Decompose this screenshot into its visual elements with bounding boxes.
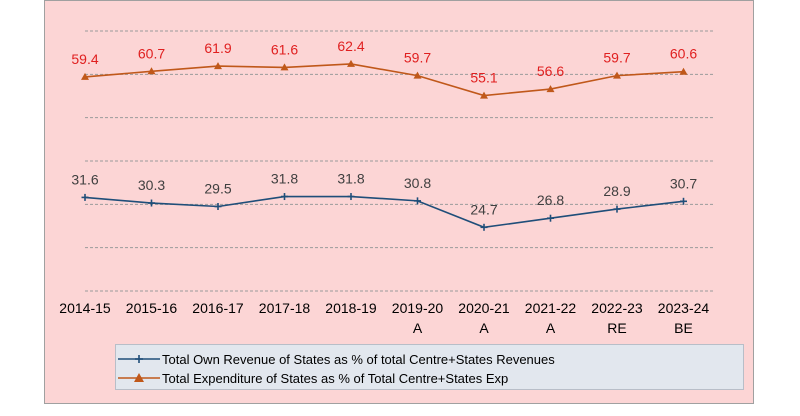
data-point bbox=[679, 67, 688, 75]
x-tick-label: 2017-18 bbox=[259, 300, 311, 316]
data-label: 60.6 bbox=[670, 46, 697, 62]
x-tick-line: 2021-22 bbox=[525, 300, 577, 316]
x-tick-line: 2019-20 bbox=[392, 300, 444, 316]
data-point bbox=[214, 203, 222, 210]
x-tick-label: 2015-16 bbox=[126, 300, 178, 316]
x-tick-line: A bbox=[413, 320, 423, 336]
data-labels: 31.6 30.3 29.5 31.8 31.8 30.8 24.7 26.8 28.9 30.7… bbox=[71, 38, 697, 217]
x-tick-line: 2017-18 bbox=[259, 300, 311, 316]
data-label: 26.8 bbox=[537, 192, 564, 208]
legend-item-revenue: Total Own Revenue of States as % of tota… bbox=[162, 349, 555, 369]
data-point bbox=[480, 223, 488, 231]
data-label: 31.6 bbox=[71, 171, 98, 187]
x-tick-label: 2021-22 A bbox=[525, 300, 577, 336]
x-tick-label: 2014-15 bbox=[59, 300, 111, 316]
x-tick-line: RE bbox=[607, 320, 626, 336]
x-axis-ticks: 2014-15 2015-16 2016-17 2017-18 2018-19 2019-… bbox=[59, 300, 709, 336]
data-label: 30.8 bbox=[404, 175, 431, 191]
data-label: 61.6 bbox=[271, 41, 298, 57]
x-tick-line: BE bbox=[674, 320, 693, 336]
x-tick-label: 2023-24 BE bbox=[658, 300, 710, 336]
x-tick-line: 2020-21 bbox=[458, 300, 510, 316]
x-tick-line: 2014-15 bbox=[59, 300, 111, 316]
data-point bbox=[280, 63, 289, 71]
x-tick-label: 2018-19 bbox=[325, 300, 377, 316]
data-label: 59.4 bbox=[71, 51, 98, 67]
data-label: 24.7 bbox=[470, 201, 497, 217]
series-line-0 bbox=[84, 195, 684, 229]
data-label: 29.5 bbox=[204, 181, 231, 197]
data-point bbox=[414, 197, 421, 205]
data-label: 62.4 bbox=[337, 38, 364, 54]
chart-frame: 31.6 30.3 29.5 31.8 31.8 30.8 24.7 26.8 28.9 30.7… bbox=[44, 0, 754, 404]
data-point bbox=[81, 72, 89, 80]
series-line-1 bbox=[84, 63, 684, 97]
x-tick-label: 2022-23 RE bbox=[591, 300, 643, 336]
grid-lines bbox=[85, 30, 715, 292]
data-label: 55.1 bbox=[470, 70, 497, 86]
data-point bbox=[214, 62, 222, 70]
data-label: 30.7 bbox=[670, 175, 697, 191]
data-point bbox=[281, 193, 288, 201]
legend-label-revenue: Total Own Revenue of States as % of tota… bbox=[162, 351, 555, 367]
legend-marker-triangle bbox=[134, 373, 144, 382]
x-tick-line: 2016-17 bbox=[192, 300, 244, 316]
data-label: 61.9 bbox=[204, 40, 231, 56]
x-tick-line: A bbox=[479, 320, 489, 336]
data-label: 60.7 bbox=[138, 45, 165, 61]
legend-item-expenditure: Total Expenditure of States as % of Tota… bbox=[162, 368, 508, 388]
data-point bbox=[546, 85, 555, 93]
x-tick-label: 2019-20 A bbox=[392, 300, 444, 336]
data-point bbox=[81, 193, 89, 201]
data-point bbox=[347, 193, 355, 201]
x-tick-label: 2016-17 bbox=[192, 300, 244, 316]
data-point bbox=[413, 71, 422, 79]
data-point bbox=[147, 67, 156, 75]
data-label: 56.6 bbox=[537, 63, 564, 79]
data-point bbox=[613, 205, 621, 213]
data-label: 31.8 bbox=[271, 171, 298, 187]
legend-swatches bbox=[118, 355, 160, 382]
line-chart: 31.6 30.3 29.5 31.8 31.8 30.8 24.7 26.8 28.9 30.7… bbox=[59, 30, 715, 336]
data-point bbox=[347, 59, 355, 67]
data-point bbox=[680, 197, 687, 205]
x-tick-line: 2015-16 bbox=[126, 300, 178, 316]
legend-label-expenditure: Total Expenditure of States as % of Tota… bbox=[162, 370, 509, 386]
x-tick-line: 2022-23 bbox=[591, 300, 643, 316]
x-tick-label: 2020-21 A bbox=[458, 300, 510, 336]
data-label: 59.7 bbox=[603, 50, 630, 66]
legend: Total Own Revenue of States as % of tota… bbox=[115, 344, 744, 390]
series-layer bbox=[81, 59, 688, 231]
x-tick-line: 2023-24 bbox=[658, 300, 710, 316]
data-point bbox=[148, 199, 155, 207]
data-label: 31.8 bbox=[337, 171, 364, 187]
data-point bbox=[480, 91, 488, 99]
data-label: 59.7 bbox=[404, 50, 431, 66]
x-tick-line: 2018-19 bbox=[325, 300, 377, 316]
data-point bbox=[547, 214, 554, 222]
data-label: 28.9 bbox=[603, 183, 630, 199]
data-point bbox=[613, 71, 621, 79]
data-label: 30.3 bbox=[138, 177, 165, 193]
x-tick-line: A bbox=[546, 320, 556, 336]
